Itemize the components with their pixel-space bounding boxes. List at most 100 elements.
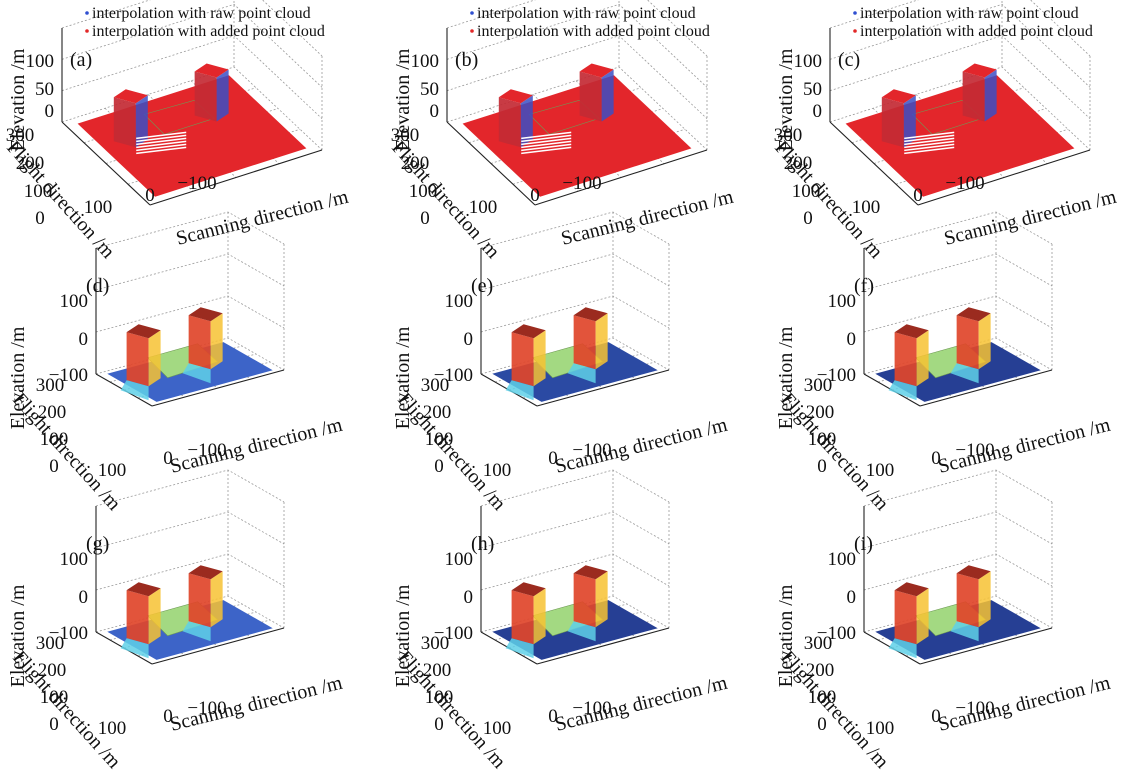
panel-label: (d) bbox=[86, 275, 109, 297]
surface-plot bbox=[77, 63, 307, 197]
tower-skirt bbox=[567, 363, 596, 384]
legend-marker bbox=[853, 11, 857, 15]
surface-plot bbox=[107, 565, 273, 660]
x-axis-line bbox=[536, 369, 670, 407]
x-axis-line bbox=[919, 369, 1053, 407]
surface-plot bbox=[875, 307, 1041, 402]
x-axis-line bbox=[536, 627, 670, 665]
x-tick-label: 100 bbox=[98, 718, 127, 739]
tower-side bbox=[903, 95, 916, 148]
z-tick-label: 0 bbox=[79, 587, 89, 608]
x-tick-label: −100 bbox=[955, 698, 994, 719]
tower-top bbox=[956, 307, 991, 322]
y-axis-label: Flight direction /m bbox=[776, 389, 893, 516]
tower-top bbox=[113, 89, 148, 104]
x-tick-label: 100 bbox=[483, 460, 512, 481]
facade-stripe bbox=[521, 143, 572, 152]
legend: interpolation with raw point cloudinterp… bbox=[470, 5, 710, 40]
grid-wall bbox=[446, 35, 708, 119]
z-tick-label: 0 bbox=[847, 329, 857, 350]
grid-wall bbox=[829, 35, 1091, 119]
axes bbox=[446, 28, 708, 206]
x-tick-label: 0 bbox=[548, 448, 558, 469]
tower-side bbox=[135, 95, 148, 148]
z-axis-label: Elevation /m bbox=[392, 48, 414, 151]
z-axis-label: Elevation /m bbox=[7, 326, 29, 429]
tower-side bbox=[210, 571, 223, 628]
grid-wall bbox=[95, 511, 285, 549]
x-tick-label: 0 bbox=[163, 448, 173, 469]
y-tick-label: 100 bbox=[425, 687, 454, 708]
tower-front bbox=[498, 97, 521, 148]
grid-wall bbox=[480, 253, 670, 291]
y-tick-label: 300 bbox=[804, 375, 833, 396]
y-axis-label: Flight direction /m bbox=[776, 647, 893, 774]
tower-skirt bbox=[888, 380, 917, 401]
grid-wall bbox=[863, 295, 1053, 333]
surface-plot bbox=[875, 565, 1041, 660]
tower-side bbox=[216, 69, 229, 122]
y-tick-label: 300 bbox=[391, 125, 420, 146]
facade-stripe bbox=[904, 140, 955, 149]
x-tick-label: −100 bbox=[177, 173, 216, 194]
grid-wall bbox=[446, 0, 708, 57]
z-tick-label: −100 bbox=[434, 365, 473, 386]
tower-skirt bbox=[888, 638, 917, 659]
tower-front bbox=[113, 97, 136, 148]
z-axis-label: Elevation /m bbox=[775, 326, 797, 429]
z-tick-label: 0 bbox=[45, 101, 55, 122]
legend-entry: interpolation with added point cloud bbox=[92, 23, 325, 40]
facade-stripe bbox=[521, 137, 572, 146]
tower-top bbox=[962, 63, 997, 78]
tower-front bbox=[956, 315, 979, 370]
z-tick-label: 100 bbox=[26, 51, 55, 72]
facade-stripe bbox=[521, 131, 572, 140]
legend-entry: interpolation with raw point cloud bbox=[860, 5, 1079, 22]
grid-wall bbox=[480, 295, 670, 333]
z-axis-label: Elevation /m bbox=[775, 48, 797, 151]
tower-front bbox=[579, 71, 602, 122]
tower-front bbox=[511, 332, 534, 387]
grid-wall bbox=[863, 253, 1053, 291]
y-tick-label: 0 bbox=[434, 456, 444, 477]
grid-wall bbox=[829, 3, 1091, 88]
y-tick-label: 300 bbox=[36, 375, 65, 396]
grid-wall bbox=[829, 0, 1091, 57]
grid-wall bbox=[95, 211, 285, 249]
tower-side bbox=[984, 69, 997, 122]
z-axis-label: Elevation /m bbox=[392, 326, 414, 429]
tower-front bbox=[511, 590, 534, 645]
legend-entry: interpolation with raw point cloud bbox=[92, 5, 311, 22]
tower-front bbox=[956, 573, 979, 628]
z-tick-label: −100 bbox=[434, 623, 473, 644]
x-axis-label: Scanning direction /m bbox=[942, 186, 1119, 250]
z-tick-label: 100 bbox=[445, 291, 474, 312]
z-tick-label: 100 bbox=[60, 549, 89, 570]
y-tick-label: 200 bbox=[423, 660, 452, 681]
y-tick-label: 0 bbox=[817, 714, 827, 735]
tower-skirt bbox=[950, 363, 979, 384]
facade-stripe bbox=[136, 134, 187, 143]
y-tick-label: 200 bbox=[38, 660, 67, 681]
facade-stripe bbox=[904, 146, 955, 155]
facade-stripe bbox=[521, 146, 572, 155]
facade-stripe bbox=[136, 131, 187, 140]
tower-side bbox=[601, 69, 614, 122]
facade-stripe bbox=[904, 131, 955, 140]
x-tick-label: 100 bbox=[469, 197, 498, 218]
x-tick-label: 100 bbox=[84, 197, 113, 218]
tower-front bbox=[188, 573, 211, 628]
grid-wall bbox=[863, 469, 1053, 507]
x-tick-label: 0 bbox=[931, 448, 941, 469]
x-tick-label: −100 bbox=[945, 173, 984, 194]
y-tick-label: 200 bbox=[806, 660, 835, 681]
y-tick-label: 0 bbox=[817, 456, 827, 477]
y-tick-label: 100 bbox=[24, 181, 53, 202]
y-axis-label: Flight direction /m bbox=[393, 647, 510, 774]
facade-stripe bbox=[904, 137, 955, 146]
legend-marker bbox=[470, 29, 474, 33]
tower-side bbox=[520, 95, 533, 148]
y-tick-label: 200 bbox=[423, 402, 452, 423]
